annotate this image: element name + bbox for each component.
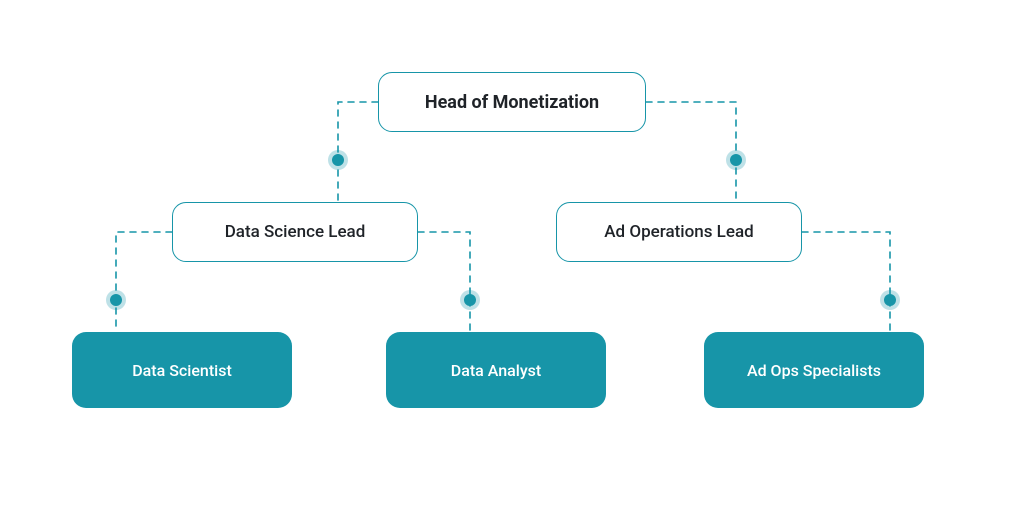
node-root: Head of Monetization bbox=[378, 72, 646, 132]
edge-dot-ring bbox=[880, 290, 900, 310]
node-label: Ad Operations Lead bbox=[604, 222, 753, 242]
node-dsl: Data Science Lead bbox=[172, 202, 418, 262]
node-da: Data Analyst bbox=[386, 332, 606, 408]
edge-root-dsl bbox=[338, 102, 378, 202]
org-chart: Head of Monetization Data Science Lead Ad … bbox=[0, 0, 1024, 521]
node-label: Head of Monetization bbox=[425, 92, 599, 113]
node-label: Data Science Lead bbox=[225, 222, 366, 242]
node-ds: Data Scientist bbox=[72, 332, 292, 408]
edge-dot bbox=[332, 154, 344, 166]
node-label: Data Scientist bbox=[132, 361, 232, 380]
edge-dot bbox=[110, 294, 122, 306]
node-label: Data Analyst bbox=[451, 361, 541, 380]
edge-dot-ring bbox=[328, 150, 348, 170]
edge-root-aol bbox=[646, 102, 736, 202]
edge-dot-ring bbox=[106, 290, 126, 310]
node-aol: Ad Operations Lead bbox=[556, 202, 802, 262]
edge-dot bbox=[884, 294, 896, 306]
node-aos: Ad Ops Specialists bbox=[704, 332, 924, 408]
edge-dsl-da bbox=[418, 232, 470, 332]
edge-dot bbox=[464, 294, 476, 306]
edge-dot-ring bbox=[460, 290, 480, 310]
edge-dsl-ds bbox=[116, 232, 172, 332]
edge-dot-ring bbox=[726, 150, 746, 170]
node-label: Ad Ops Specialists bbox=[747, 361, 881, 380]
edge-dot bbox=[730, 154, 742, 166]
edge-aol-aos bbox=[802, 232, 890, 332]
